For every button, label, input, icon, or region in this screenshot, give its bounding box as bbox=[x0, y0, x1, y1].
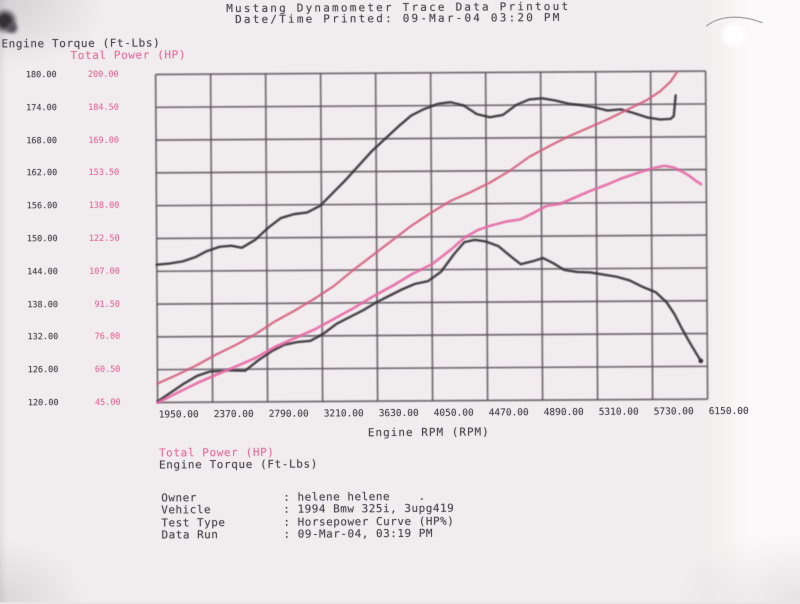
power-tick-label: 91.50 bbox=[94, 299, 121, 310]
rpm-tick-label: 1950.00 bbox=[158, 409, 199, 421]
curve-engine-torque-run-a-ft-lbs- bbox=[155, 94, 677, 266]
scan-scratch bbox=[705, 16, 763, 27]
info-value: : 09-Mar-04, 03:19 PM bbox=[283, 527, 434, 541]
rpm-tick-label: 2790.00 bbox=[268, 408, 309, 420]
rpm-tick-label: 3210.00 bbox=[323, 408, 364, 420]
rpm-tick-label: 4050.00 bbox=[433, 407, 474, 419]
power-tick-label: 76.00 bbox=[94, 332, 121, 343]
torque-tick-label: 126.00 bbox=[27, 365, 59, 376]
torque-tick-label: 144.00 bbox=[27, 266, 58, 278]
curve-total-power-run-b-hp- bbox=[156, 164, 703, 405]
chart-curves bbox=[155, 71, 704, 405]
rpm-tick-label: 4470.00 bbox=[488, 407, 529, 419]
power-tick-label: 107.00 bbox=[89, 266, 120, 277]
curve-engine-torque-run-b-ft-lbs- bbox=[156, 238, 703, 403]
power-tick-label: 45.00 bbox=[94, 397, 121, 408]
power-tick-label: 153.50 bbox=[88, 168, 120, 179]
torque-tick-label: 138.00 bbox=[27, 299, 59, 310]
scan-spot-white bbox=[720, 22, 748, 48]
torque-tick-label: 174.00 bbox=[26, 102, 57, 114]
rpm-tick-label: 2370.00 bbox=[213, 408, 254, 421]
torque-tick-label: 162.00 bbox=[26, 168, 58, 179]
info-label: Data Run bbox=[161, 528, 219, 542]
run-info-block: Owner: helene helene . Vehicle: 1994 Bmw… bbox=[161, 490, 454, 542]
power-tick-label: 138.00 bbox=[88, 200, 120, 212]
x-axis-title: Engine RPM (RPM) bbox=[367, 425, 490, 440]
rpm-tick-label: 4890.00 bbox=[543, 406, 584, 419]
rpm-tick-label: 3630.00 bbox=[378, 407, 419, 420]
scan-smudge-dark-small bbox=[4, 22, 20, 34]
torque-tick-label: 120.00 bbox=[27, 398, 59, 409]
curve-total-power-run-a-hp- bbox=[156, 71, 678, 385]
torque-tick-label: 150.00 bbox=[26, 234, 58, 245]
rpm-tick-label: 6150.00 bbox=[708, 405, 749, 418]
rpm-tick-label: 5310.00 bbox=[598, 406, 639, 418]
torque-tick-label: 132.00 bbox=[27, 332, 59, 343]
power-tick-label: 169.00 bbox=[88, 135, 120, 146]
power-tick-label: 184.50 bbox=[88, 102, 119, 113]
rpm-tick-label: 5730.00 bbox=[653, 406, 694, 418]
torque-tick-label: 180.00 bbox=[25, 70, 57, 81]
legend-torque: Engine Torque (Ft-Lbs) bbox=[158, 457, 318, 472]
power-tick-label: 60.50 bbox=[94, 364, 121, 376]
power-tick-label: 200.00 bbox=[87, 69, 119, 80]
power-tick-label: 122.50 bbox=[88, 233, 120, 244]
chart-grid bbox=[154, 70, 709, 404]
torque-tick-label: 156.00 bbox=[26, 201, 58, 212]
torque-tick-label: 168.00 bbox=[26, 135, 58, 146]
info-row-data-run: Data Run : 09-Mar-04, 03:19 PM bbox=[161, 527, 454, 542]
